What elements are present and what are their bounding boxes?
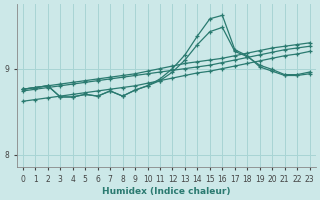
X-axis label: Humidex (Indice chaleur): Humidex (Indice chaleur): [102, 187, 230, 196]
